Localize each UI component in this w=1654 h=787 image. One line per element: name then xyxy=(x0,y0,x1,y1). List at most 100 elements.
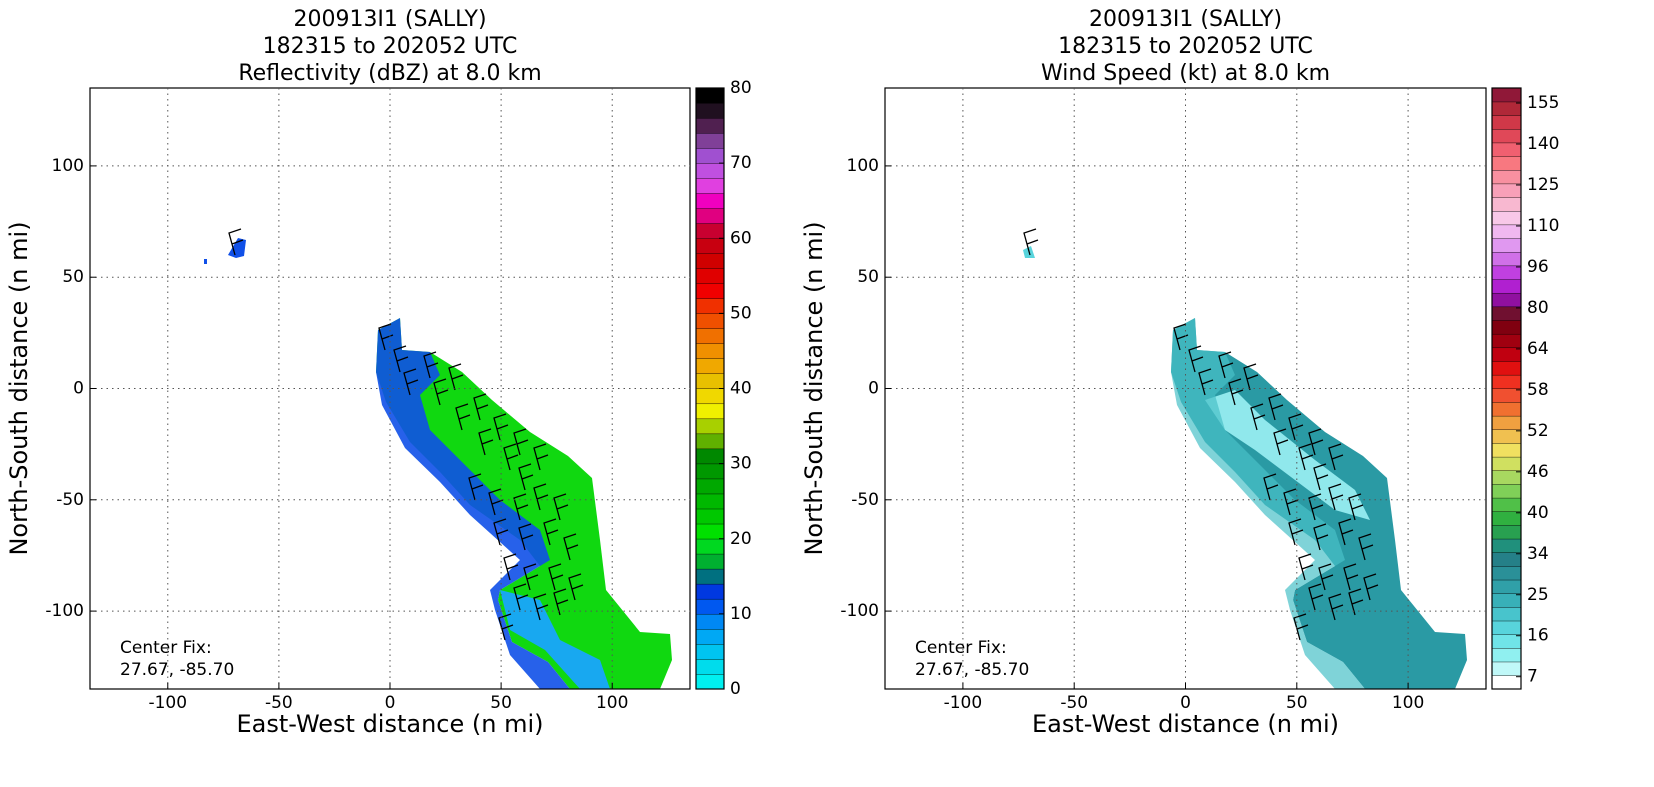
wind-barb xyxy=(503,553,519,581)
wind-barb xyxy=(403,368,419,396)
colorbar-band xyxy=(1491,497,1522,512)
wind-barb xyxy=(228,228,244,256)
colorbar-tick-label: 16 xyxy=(1527,626,1549,646)
colorbar-band xyxy=(1491,101,1522,116)
wind-barb xyxy=(1363,573,1379,601)
y-tick-label: -100 xyxy=(45,601,84,621)
colorbar-tick-label: 46 xyxy=(1527,462,1549,482)
colorbar-band xyxy=(1491,388,1522,403)
colorbar-band xyxy=(695,177,725,194)
colorbar-band xyxy=(1491,87,1522,103)
colorbar-band xyxy=(695,538,725,555)
colorbar-tick-label: 25 xyxy=(1527,585,1549,605)
colorbar-band xyxy=(695,207,725,224)
wind-barb xyxy=(543,518,559,546)
x-tick-label: 0 xyxy=(385,693,396,713)
colorbar-band xyxy=(695,553,725,570)
wind-barb xyxy=(1348,493,1364,521)
echo-edge xyxy=(376,318,570,689)
colorbar-tick-label: 80 xyxy=(730,78,752,98)
wind-barb xyxy=(568,573,584,601)
colorbar-band xyxy=(695,328,725,344)
y-tick-label: 0 xyxy=(73,379,84,399)
y-tick-label: -50 xyxy=(56,490,84,510)
x-tick-label: 100 xyxy=(596,693,628,713)
colorbar-band xyxy=(1491,169,1522,185)
wind-barb xyxy=(563,533,579,561)
wind-barb xyxy=(1328,593,1344,621)
echo-small xyxy=(204,259,207,264)
wind-barb xyxy=(1313,463,1329,491)
colorbar-band xyxy=(695,598,725,615)
echo-region xyxy=(376,318,672,689)
colorbar-tick-label: 58 xyxy=(1527,380,1549,400)
colorbar-tick-label: 140 xyxy=(1527,134,1559,154)
colorbar-tick-label: 50 xyxy=(730,303,752,323)
chart-title: Wind Speed (kt) at 8.0 km xyxy=(1041,61,1330,86)
colorbar-band xyxy=(695,568,725,585)
wind-barb xyxy=(1288,518,1304,546)
colorbar-tick-label: 64 xyxy=(1527,339,1549,359)
wind-barb xyxy=(1308,583,1324,611)
wind-barb xyxy=(1298,443,1314,471)
colorbar-band xyxy=(1491,634,1522,649)
wind-barb xyxy=(1198,368,1214,396)
colorbar-band xyxy=(695,583,725,600)
colorbar-band xyxy=(695,403,725,420)
wind-barb xyxy=(1343,563,1359,591)
colorbar-band xyxy=(1491,128,1522,144)
colorbar-band xyxy=(695,223,725,239)
colorbar-band xyxy=(695,162,725,179)
wind-barb xyxy=(1228,378,1244,406)
x-axis-label: East-West distance (n mi) xyxy=(1032,710,1339,738)
wind-barb xyxy=(1188,345,1204,373)
colorbar-band xyxy=(1491,661,1522,676)
wind-barb xyxy=(433,378,449,406)
x-tick-label: -100 xyxy=(148,693,187,713)
colorbar-band xyxy=(1491,306,1522,321)
colorbar-band xyxy=(1491,456,1522,471)
wind-barb xyxy=(378,323,394,351)
colorbar-band xyxy=(695,658,725,675)
annotation: 27.67, -85.70 xyxy=(120,660,234,680)
colorbar-band xyxy=(1491,511,1522,526)
colorbar-band xyxy=(695,147,725,164)
colorbar-band xyxy=(1491,347,1522,362)
colorbar-band xyxy=(1491,156,1522,171)
colorbar-band xyxy=(695,358,725,374)
colorbar-band xyxy=(1491,401,1522,417)
y-tick-label: 100 xyxy=(847,156,879,176)
colorbar-band xyxy=(1491,292,1522,308)
colorbar-tick-label: 20 xyxy=(730,529,752,549)
colorbar-band xyxy=(1491,565,1522,581)
wind-barb xyxy=(1288,413,1304,441)
chart-title: 182315 to 202052 UTC xyxy=(263,34,518,59)
y-tick-label: 50 xyxy=(62,267,84,287)
wind-barb xyxy=(1023,228,1039,256)
wind-barb xyxy=(553,588,569,616)
wind-barb xyxy=(493,413,509,441)
y-tick-label: -100 xyxy=(840,601,879,621)
colorbar-band xyxy=(695,628,725,645)
wind-barb xyxy=(1318,563,1334,591)
y-tick-label: 0 xyxy=(868,379,879,399)
wind-barb xyxy=(1263,473,1279,501)
colorbar-band xyxy=(695,418,725,435)
wind-barb xyxy=(1293,613,1309,641)
wind-barb xyxy=(478,428,494,456)
colorbar-band xyxy=(1491,360,1522,376)
colorbar-tick-label: 40 xyxy=(1527,503,1549,523)
colorbar-band xyxy=(1491,429,1522,444)
colorbar-band xyxy=(1491,374,1522,390)
colorbar-band xyxy=(1491,442,1522,458)
wind-barb xyxy=(1308,493,1324,521)
colorbar-band xyxy=(1491,251,1522,267)
wind-barb xyxy=(1348,588,1364,616)
colorbar-band xyxy=(1491,224,1522,239)
colorbar-band xyxy=(1491,552,1522,567)
chart-title: 200913I1 (SALLY) xyxy=(1089,7,1282,32)
colorbar-band xyxy=(1491,210,1522,226)
colorbar-band xyxy=(695,448,725,465)
wind-barb xyxy=(1218,351,1234,379)
